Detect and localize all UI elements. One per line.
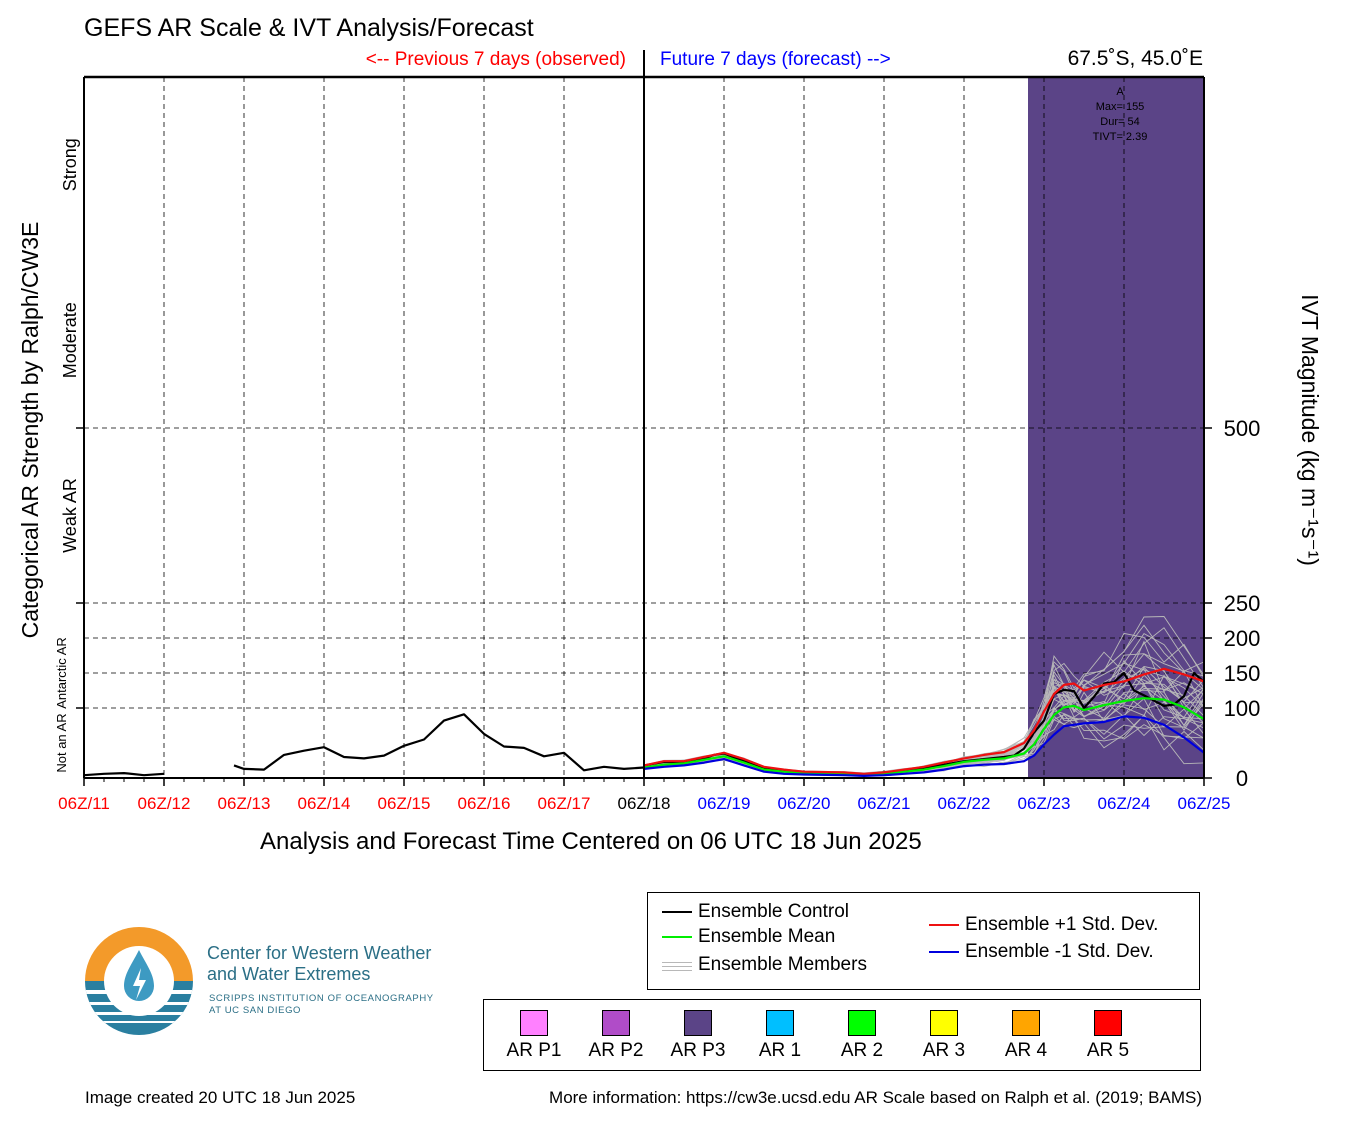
ar-scale-label: AR P3 bbox=[670, 1040, 726, 1061]
legend-control-line bbox=[662, 911, 692, 913]
ar-event-annotation: Dur= 54 bbox=[1100, 116, 1139, 128]
x-tick-label: 06Z/25 bbox=[1178, 794, 1231, 813]
logo-line-2: and Water Extremes bbox=[207, 964, 371, 984]
ar-scale-legend: AR P1 AR P2 AR P3 AR 1 AR 2 AR 3 AR 4 AR 5 bbox=[483, 999, 1201, 1071]
x-tick-label: 06Z/22 bbox=[938, 794, 991, 813]
x-tick-label: 06Z/21 bbox=[858, 794, 911, 813]
category-label: Antarctic AR bbox=[54, 637, 69, 709]
x-tick-label: 06Z/17 bbox=[538, 794, 591, 813]
y-tick-label: 100 bbox=[1224, 696, 1261, 721]
more-info-label: More information: https://cw3e.ucsd.edu … bbox=[549, 1088, 1202, 1107]
ar-scale-label: AR 1 bbox=[758, 1040, 802, 1061]
ar-event-annotation: A bbox=[1116, 86, 1124, 98]
future-days-label: Future 7 days (forecast) --> bbox=[660, 49, 891, 70]
logo-institution: SCRIPPS INSTITUTION OF OCEANOGRAPHY AT U… bbox=[209, 993, 434, 1017]
x-tick-label: 06Z/14 bbox=[298, 794, 351, 813]
x-tick-label: 06Z/18 bbox=[618, 794, 671, 813]
legend-minus-std-label: Ensemble -1 Std. Dev. bbox=[965, 941, 1154, 962]
ar-scale-swatch bbox=[930, 1010, 958, 1036]
legend-minus-std-line bbox=[929, 951, 959, 953]
legend-plus-std-line bbox=[929, 924, 959, 926]
ar-scale-swatch bbox=[766, 1010, 794, 1036]
logo-line-4: AT UC SAN DIEGO bbox=[209, 1005, 302, 1016]
logo-line-1: Center for Western Weather bbox=[207, 943, 432, 963]
series-line bbox=[643, 697, 1205, 776]
cw3e-logo-icon bbox=[85, 927, 193, 1035]
previous-days-label: <-- Previous 7 days (observed) bbox=[365, 49, 626, 70]
ar-scale-item: AR 5 bbox=[1068, 1010, 1148, 1062]
ar-scale-label: AR 3 bbox=[922, 1040, 966, 1061]
legend-members-label: Ensemble Members bbox=[698, 954, 867, 975]
ar-event-annotation: TIVT= 2.39 bbox=[1093, 131, 1148, 143]
series-line bbox=[643, 667, 1205, 775]
y-tick-label: 0 bbox=[1236, 766, 1248, 791]
right-axis-title: IVT Magnitude (kg m⁻¹s⁻¹) bbox=[1297, 294, 1323, 566]
legend-control: Ensemble Control bbox=[662, 901, 849, 923]
labels-layer: 06Z/11 06Z/12 06Z/13 06Z/14 06Z/15 06Z/16 06Z/… bbox=[17, 138, 1323, 813]
legend-control-label: Ensemble Control bbox=[698, 901, 850, 922]
series-line bbox=[643, 715, 1205, 778]
ar-scale-item: AR 2 bbox=[822, 1010, 902, 1062]
x-tick-label: 06Z/19 bbox=[698, 794, 751, 813]
legend-plus-std: Ensemble +1 Std. Dev. bbox=[929, 914, 1158, 936]
left-axis-title: Categorical AR Strength by Ralph/CW3E bbox=[17, 222, 43, 639]
x-tick-label: 06Z/16 bbox=[458, 794, 511, 813]
ar-scale-swatch bbox=[1094, 1010, 1122, 1036]
ar-scale-swatch bbox=[684, 1010, 712, 1036]
x-tick-label: 06Z/20 bbox=[778, 794, 831, 813]
ar-scale-item: AR 1 bbox=[740, 1010, 820, 1062]
logo-org-name: Center for Western Weather and Water Ext… bbox=[207, 943, 431, 985]
legend-mean: Ensemble Mean bbox=[662, 926, 835, 948]
legend-members: Ensemble Members bbox=[662, 954, 867, 976]
series-layer bbox=[83, 667, 1205, 778]
x-tick-label: 06Z/24 bbox=[1098, 794, 1151, 813]
y-tick-label: 250 bbox=[1224, 591, 1261, 616]
ar-scale-item: AR 4 bbox=[986, 1010, 1066, 1062]
x-tick-label: 06Z/11 bbox=[58, 794, 110, 813]
series-line bbox=[83, 771, 165, 777]
ar-scale-label: AR 5 bbox=[1086, 1040, 1130, 1061]
y-tick-label: 150 bbox=[1224, 661, 1261, 686]
x-tick-label: 06Z/13 bbox=[218, 794, 271, 813]
category-label: Weak AR bbox=[60, 478, 80, 553]
x-tick-label: 06Z/12 bbox=[138, 794, 191, 813]
category-label: Not an AR bbox=[54, 713, 69, 772]
ar-scale-label: AR 4 bbox=[1004, 1040, 1048, 1061]
axes-layer bbox=[76, 50, 1212, 786]
ar-scale-item: AR P3 bbox=[658, 1010, 738, 1062]
legend-mean-line bbox=[662, 936, 692, 938]
y-tick-label: 500 bbox=[1224, 416, 1261, 441]
x-tick-label: 06Z/15 bbox=[378, 794, 431, 813]
ar-scale-swatch bbox=[1012, 1010, 1040, 1036]
image-created-label: Image created 20 UTC 18 Jun 2025 bbox=[85, 1088, 356, 1107]
ar-scale-label: AR 2 bbox=[840, 1040, 884, 1061]
ar-scale-swatch bbox=[602, 1010, 630, 1036]
ar-scale-label: AR P2 bbox=[588, 1040, 644, 1061]
category-label: Strong bbox=[60, 138, 80, 191]
legend-plus-std-label: Ensemble +1 Std. Dev. bbox=[965, 914, 1159, 935]
legend-members-lines bbox=[662, 959, 692, 971]
category-label: Moderate bbox=[60, 302, 80, 378]
series-line bbox=[233, 713, 645, 772]
ar-scale-item: AR P2 bbox=[576, 1010, 656, 1062]
line-legend: Ensemble Control Ensemble Mean Ensemble … bbox=[647, 892, 1200, 990]
ar-scale-item: AR P1 bbox=[494, 1010, 574, 1062]
ar-scale-swatch bbox=[520, 1010, 548, 1036]
ar-event-annotation: Max= 155 bbox=[1096, 101, 1145, 113]
legend-mean-label: Ensemble Mean bbox=[698, 926, 836, 947]
legend-minus-std: Ensemble -1 Std. Dev. bbox=[929, 941, 1154, 963]
ar-scale-label: AR P1 bbox=[506, 1040, 562, 1061]
location-label: 67.5˚S, 45.0˚E bbox=[1067, 47, 1203, 70]
ar-scale-item: AR 3 bbox=[904, 1010, 984, 1062]
y-tick-label: 200 bbox=[1224, 626, 1261, 651]
logo-line-3: SCRIPPS INSTITUTION OF OCEANOGRAPHY bbox=[209, 993, 434, 1004]
x-tick-label: 06Z/23 bbox=[1018, 794, 1071, 813]
chart-title: GEFS AR Scale & IVT Analysis/Forecast bbox=[84, 14, 534, 42]
x-axis-label: Analysis and Forecast Time Centered on 0… bbox=[260, 828, 922, 855]
ar-scale-swatch bbox=[848, 1010, 876, 1036]
